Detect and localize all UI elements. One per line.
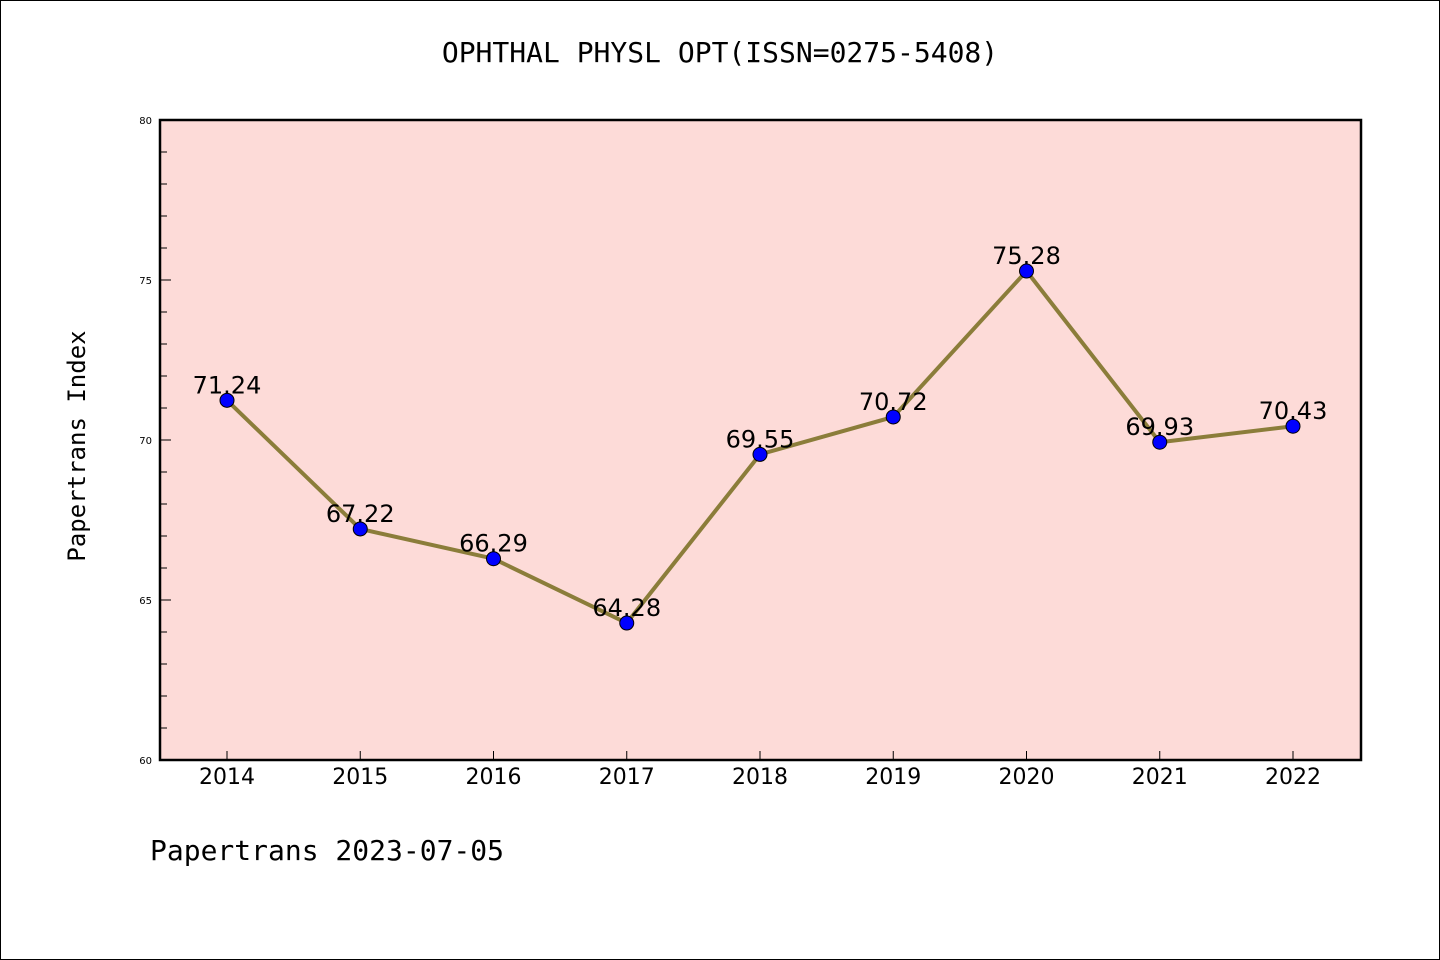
x-tick-label: 2021 (1132, 765, 1188, 790)
y-axis-label: Papertrans Index (63, 330, 91, 561)
x-tick-label: 2016 (466, 765, 522, 790)
data-point (1285, 418, 1301, 434)
series-markers (219, 263, 1301, 631)
data-label: 70.43 (1259, 397, 1328, 425)
footer-note: Papertrans 2023-07-05 (150, 834, 505, 867)
data-point (619, 615, 635, 631)
y-tick-label: 80 (139, 116, 152, 127)
x-tick-label: 2020 (999, 765, 1055, 790)
x-tick-label: 2014 (199, 765, 255, 790)
plot-border (158, 118, 1363, 762)
data-label: 71.24 (193, 371, 262, 399)
x-tick-label: 2018 (732, 765, 788, 790)
x-tick-label: 2015 (332, 765, 388, 790)
data-label: 67.22 (326, 500, 395, 528)
data-point (219, 392, 235, 408)
data-labels: 71.24 67.22 66.29 64.28 69.55 70.72 75.28 69.93… (193, 242, 1328, 622)
x-axis: 2014 2015 2016 2017 2018 2019 2020 2021 2022 (199, 751, 1321, 790)
data-label: 70.72 (859, 388, 928, 416)
y-tick-label: 70 (139, 436, 152, 447)
x-tick-label: 2022 (1265, 765, 1321, 790)
y-tick-label: 75 (139, 276, 152, 287)
data-label: 69.93 (1125, 413, 1194, 441)
data-label: 64.28 (592, 594, 661, 622)
data-point (352, 521, 368, 537)
data-point (486, 551, 501, 567)
data-label: 75.28 (992, 242, 1061, 270)
data-point (1152, 434, 1168, 450)
data-label: 66.29 (459, 530, 528, 558)
data-point (752, 446, 768, 462)
y-tick-label: 60 (139, 756, 152, 767)
chart-title: OPHTHAL PHYSL OPT(ISSN=0275-5408) (441, 36, 999, 69)
x-tick-label: 2017 (599, 765, 655, 790)
x-tick-label: 2019 (865, 765, 921, 790)
data-label: 69.55 (726, 425, 795, 453)
y-tick-label: 65 (139, 596, 152, 607)
data-point (1019, 263, 1034, 279)
data-point (885, 409, 901, 425)
